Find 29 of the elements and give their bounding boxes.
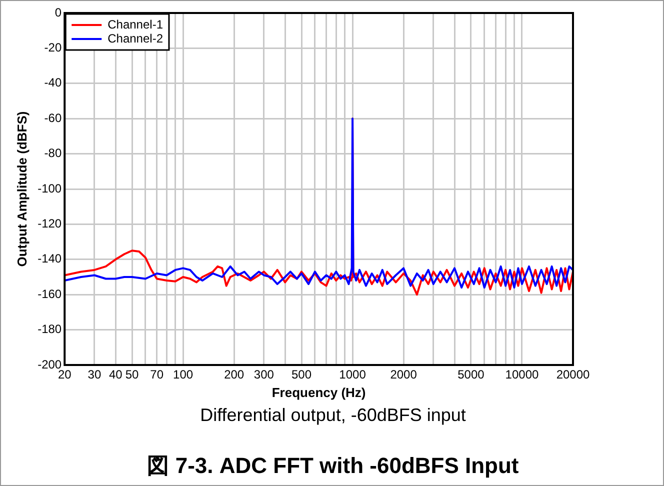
x-tick-label: 70 [150, 368, 164, 382]
x-tick-label: 40 [108, 368, 123, 382]
y-tick-label: -160 [38, 286, 62, 301]
y-tick-label: 0 [54, 5, 62, 20]
y-tick-label: -80 [44, 146, 62, 160]
x-tick-label: 5000 [458, 368, 485, 382]
x-tick-label: 30 [88, 368, 102, 382]
x-tick-label: 10000 [505, 368, 539, 382]
y-tick-label: -180 [38, 322, 62, 336]
y-axis-title: Output Amplitude (dBFS) [14, 111, 30, 267]
y-tick-label: -120 [38, 216, 62, 231]
y-tick-label: -40 [44, 76, 62, 90]
legend-label: Channel-1 [108, 17, 164, 32]
x-tick-label: 50 [125, 368, 140, 382]
y-tick-label: -100 [38, 181, 62, 196]
y-tick-label: -20 [44, 40, 62, 55]
y-tick-label: -140 [38, 252, 62, 266]
y-tick-label: -60 [44, 110, 62, 125]
text: Differential output, -60dBFS input [199, 405, 467, 426]
x-tick-label: 100 [173, 368, 194, 382]
x-tick-label: 20000 [556, 368, 590, 382]
legend-label: Channel-2 [108, 31, 164, 46]
x-tick-label: 1000 [339, 368, 366, 382]
x-tick-label: 200 [224, 368, 244, 382]
x-tick-label: 500 [292, 368, 312, 382]
x-tick-label: 300 [254, 368, 274, 382]
text: 図 7-3. ADC FFT with -60dBFS Input [146, 452, 520, 480]
x-tick-label: 2000 [390, 368, 418, 382]
x-axis-title: Frequency (Hz) [272, 384, 366, 400]
